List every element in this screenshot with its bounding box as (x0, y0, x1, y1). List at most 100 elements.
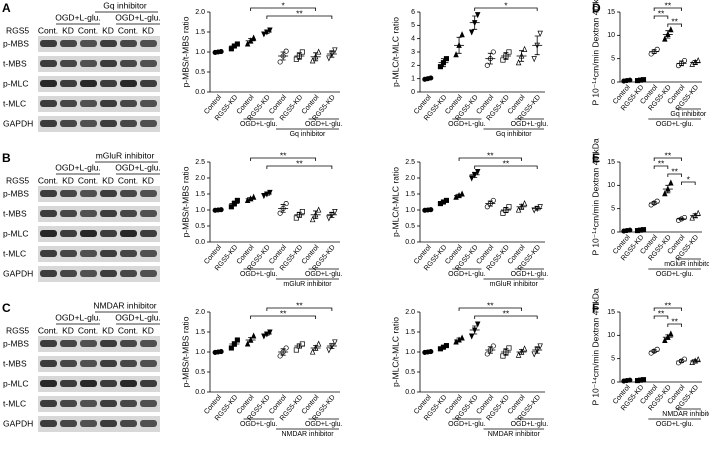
y-tick-label: 1.0 (405, 349, 415, 356)
error-bar (487, 346, 493, 354)
error-bar (248, 337, 254, 343)
data-point (267, 329, 273, 336)
blot-band (80, 270, 97, 277)
group-label: mGluR inhibitor (664, 261, 709, 268)
significance-label: ** (671, 166, 678, 176)
group-label: OGD+L-glu. (448, 421, 486, 428)
data-point (293, 215, 299, 221)
y-tick-label: 1.5 (195, 191, 205, 198)
group-label: OGD+L-glu. (656, 121, 694, 128)
blot-band (100, 40, 117, 47)
blot-band (140, 80, 157, 87)
blot-band (60, 230, 77, 237)
data-point (490, 197, 496, 203)
group-label: OGD+L-glu. (448, 271, 486, 278)
blot-band (120, 190, 137, 197)
y-axis-label: P 10⁻¹⁴cm/min Dextran 40 kDa (590, 0, 600, 106)
data-point (332, 47, 338, 54)
error-bar (264, 332, 270, 336)
data-point (515, 59, 522, 66)
data-point (244, 340, 251, 347)
row-label: GAPDH (3, 418, 33, 428)
data-point (695, 356, 701, 363)
error-bar (503, 52, 509, 60)
significance-bracket (266, 165, 333, 169)
data-point (662, 336, 668, 344)
y-axis-label: P 10⁻¹⁴cm/min Dextran 40 kDa (590, 138, 600, 255)
significance-label: ** (665, 300, 672, 310)
y-tick-label: 0.0 (195, 89, 205, 96)
y-tick-label: 2.0 (195, 175, 205, 182)
blot-band (100, 100, 117, 107)
lane-label: Cont. (38, 175, 58, 185)
data-point (474, 12, 481, 19)
blot-band (60, 400, 77, 407)
data-point (299, 209, 305, 215)
significance-label: ** (296, 158, 303, 168)
group-label: OGD+L-glu. (656, 271, 694, 278)
data-point (695, 209, 701, 216)
significance-label: ** (280, 150, 287, 160)
blot-band (60, 250, 77, 257)
significance-bracket (653, 157, 682, 161)
group-label: mGluR inhibitor (283, 281, 332, 288)
significance-label: ** (280, 308, 287, 318)
blot-band (120, 40, 137, 47)
y-tick-label: 0.0 (405, 389, 415, 396)
data-point (506, 49, 512, 55)
error-bar (487, 52, 493, 65)
blot-band (60, 210, 77, 217)
blot-band (100, 270, 117, 277)
error-bar (638, 379, 643, 381)
group-label: OGD+L-glu. (511, 421, 549, 428)
significance-bracket (667, 23, 682, 27)
error-bar (329, 211, 335, 218)
lane-label: Cont. (38, 25, 58, 35)
data-point (500, 57, 506, 63)
row-label: GAPDH (3, 118, 33, 128)
data-point (459, 31, 465, 38)
group-label: OGD+L-glu. (240, 121, 278, 128)
blot-band (100, 420, 117, 427)
error-bar (534, 206, 540, 211)
blot-band (140, 210, 157, 217)
data-point (277, 59, 283, 65)
y-tick-label: 10 (607, 182, 615, 189)
error-bar (534, 35, 540, 56)
significance-bracket (474, 165, 538, 169)
data-point (244, 40, 251, 47)
blot-band (120, 120, 137, 127)
lane-label: KD (142, 25, 154, 35)
data-point (681, 57, 688, 64)
y-tick-label: 6 (411, 9, 415, 16)
lane-label: KD (62, 175, 74, 185)
error-bar (231, 341, 237, 347)
row-label: GAPDH (3, 268, 33, 278)
blot-band (80, 420, 97, 427)
significance-bracket (653, 165, 669, 169)
blot-band (140, 40, 157, 47)
error-bar (624, 379, 630, 382)
data-point (484, 204, 490, 210)
error-bar (280, 204, 286, 213)
data-point (453, 51, 459, 58)
data-point (468, 29, 475, 36)
lane-label: Cont. (118, 175, 138, 185)
blot-band (80, 340, 97, 347)
blot-band (120, 100, 137, 107)
error-bar (519, 50, 525, 62)
row-label: t-MBS (3, 208, 27, 218)
blot-band (60, 100, 77, 107)
group-label: OGD+L-glu. (305, 421, 343, 428)
blot-band (80, 100, 97, 107)
significance-label: ** (671, 316, 678, 326)
error-bar (329, 343, 335, 349)
blot-band (40, 100, 57, 107)
significance-label: ** (658, 8, 665, 18)
blot-band (100, 400, 117, 407)
group-label: OGD+L-glu. (511, 271, 549, 278)
group-label: NMDAR inhibitor (488, 431, 541, 438)
blot-band (60, 40, 77, 47)
data-point (500, 210, 506, 216)
y-tick-label: 2 (411, 62, 415, 69)
